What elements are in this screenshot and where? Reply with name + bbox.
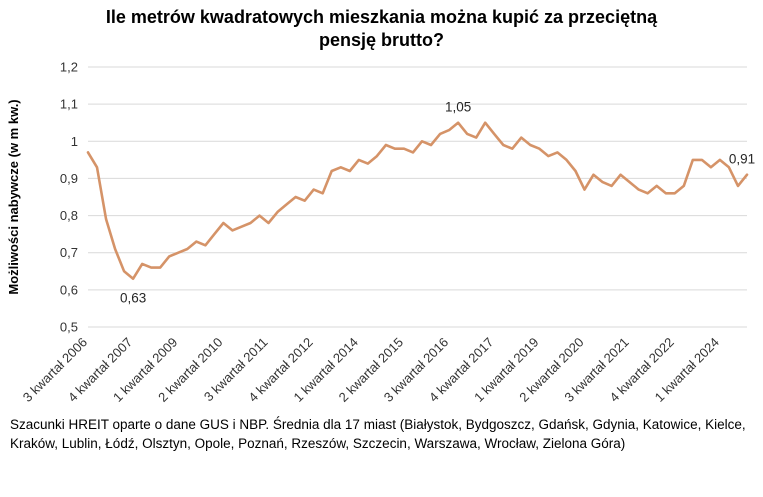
chart-area: Możliwości nabywcze (w m kw.) 0,5 0,6 0,7 0… [0,55,763,413]
page-title: Ile metrów kwadratowych mieszkania można… [105,7,658,51]
y-tick-label: 1 [71,134,78,149]
y-tick-label: 0,5 [60,319,78,334]
y-tick-label: 1,2 [60,59,78,74]
y-tick-label: 0,9 [60,171,78,186]
data-label: 0,63 [120,290,146,305]
y-tick-label: 0,7 [60,245,78,260]
data-series-line [86,121,749,280]
y-tick-label: 0,8 [60,208,78,223]
y-tick-label: 0,6 [60,282,78,297]
data-label: 0,91 [729,151,755,166]
source-note: Szacunki HREIT oparte o dane GUS i NBP. … [10,416,746,452]
y-tick-label: 1,1 [60,96,78,111]
data-label: 1,05 [445,99,471,114]
y-axis-title: Możliwości nabywcze (w m kw.) [6,99,21,294]
line-chart: Możliwości nabywcze (w m kw.) 0,5 0,6 0,7 0… [6,59,755,404]
